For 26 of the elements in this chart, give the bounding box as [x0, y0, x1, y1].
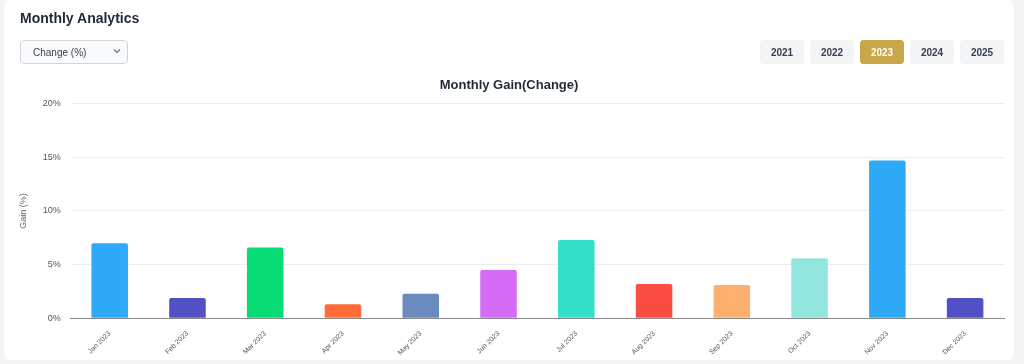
text: 2025	[960, 40, 1004, 64]
bar	[946, 297, 984, 318]
text: 2022	[810, 40, 854, 64]
bar	[635, 283, 673, 318]
text: 2021	[760, 40, 804, 64]
bar	[246, 247, 284, 318]
bar	[480, 270, 517, 318]
text: 2023	[860, 40, 904, 64]
bar	[169, 297, 206, 318]
y-tick-label: 10%	[42, 205, 61, 216]
bar	[713, 285, 751, 318]
chart-title: Monthly Analytics	[20, 10, 140, 26]
y-tick-label: 20%	[42, 98, 61, 109]
y-axis-title: Gain (%)	[17, 193, 28, 229]
bar	[91, 243, 128, 318]
y-tick-label: 15%	[42, 151, 61, 162]
bar	[869, 160, 906, 318]
bar	[324, 304, 362, 318]
bar	[402, 293, 440, 318]
bar	[558, 239, 595, 318]
y-tick-label: 0%	[47, 312, 61, 323]
text: 2024	[910, 40, 954, 64]
y-tick-label: 5%	[47, 259, 61, 270]
chart-subtitle: Monthly Gain(Change)	[439, 77, 579, 93]
bar	[791, 258, 828, 318]
text: Change (%)	[33, 47, 87, 58]
